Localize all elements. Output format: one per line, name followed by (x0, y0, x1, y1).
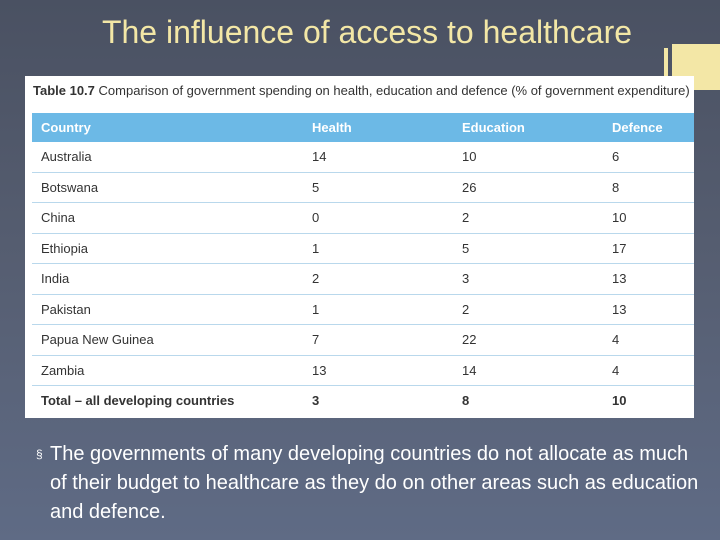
cell-health: 2 (303, 263, 453, 295)
cell-country: Botswana (32, 172, 303, 203)
header-education: Education (453, 113, 603, 142)
table-row: India 2 3 13 (32, 263, 694, 295)
cell-total-health: 3 (312, 393, 320, 409)
table-card: Table 10.7 Comparison of government spen… (25, 76, 694, 418)
cell-country: Ethiopia (32, 233, 303, 264)
table-row: Papua New Guinea 7 22 4 (32, 324, 694, 356)
cell-education: 14 (453, 355, 603, 386)
table-caption-text: Comparison of government spending on hea… (98, 83, 690, 98)
cell-defence: 10 (603, 202, 694, 234)
cell-defence: 13 (603, 294, 694, 325)
cell-health: 5 (303, 172, 453, 203)
header-health: Health (303, 113, 453, 142)
cell-total-defence: 10 (612, 393, 627, 409)
accent-bar-vertical (664, 48, 668, 88)
header-country: Country (32, 113, 303, 142)
cell-education: 2 (453, 202, 603, 234)
cell-education: 2 (453, 294, 603, 325)
cell-defence: 8 (603, 172, 694, 203)
cell-total-education: 8 (462, 393, 470, 409)
bullet-point: § The governments of many developing cou… (36, 440, 702, 527)
cell-education: 3 (453, 263, 603, 295)
cell-health: 0 (303, 202, 453, 234)
table-row: Australia 14 10 6 (32, 142, 694, 173)
cell-education: 5 (453, 233, 603, 264)
cell-total-label: Total – all developing countries (41, 393, 235, 409)
cell-health: 1 (303, 233, 453, 264)
table-caption-label: Table 10.7 (33, 83, 95, 98)
cell-education: 26 (453, 172, 603, 203)
cell-country: Zambia (32, 355, 303, 386)
cell-defence: 4 (603, 324, 694, 356)
cell-health: 13 (303, 355, 453, 386)
table-row: Botswana 5 26 8 (32, 172, 694, 203)
cell-education: 10 (453, 142, 603, 173)
table-row: China 0 2 10 (32, 202, 694, 234)
slide-title: The influence of access to healthcare (101, 14, 633, 50)
table-row: Pakistan 1 2 13 (32, 294, 694, 325)
bullet-marker-icon: § (36, 447, 43, 461)
table-total-row: Total – all developing countries 3 8 10 (32, 386, 694, 416)
spending-table: Country Health Education Defence Austral… (32, 113, 694, 416)
cell-country: Pakistan (32, 294, 303, 325)
cell-country: China (32, 202, 303, 234)
table-row: Zambia 13 14 4 (32, 355, 694, 386)
cell-country: India (32, 263, 303, 295)
bullet-text: The governments of many developing count… (50, 443, 699, 523)
cell-country: Australia (32, 142, 303, 173)
cell-defence: 4 (603, 355, 694, 386)
table-header-row: Country Health Education Defence (32, 113, 694, 142)
cell-defence: 17 (603, 233, 694, 264)
cell-education: 22 (453, 324, 603, 356)
table-row: Ethiopia 1 5 17 (32, 233, 694, 264)
cell-health: 1 (303, 294, 453, 325)
table-caption: Table 10.7 Comparison of government spen… (25, 76, 694, 106)
header-defence: Defence (603, 113, 694, 142)
cell-country: Papua New Guinea (32, 324, 303, 356)
cell-defence: 13 (603, 263, 694, 295)
cell-defence: 6 (603, 142, 694, 173)
cell-health: 14 (303, 142, 453, 173)
cell-health: 7 (303, 324, 453, 356)
